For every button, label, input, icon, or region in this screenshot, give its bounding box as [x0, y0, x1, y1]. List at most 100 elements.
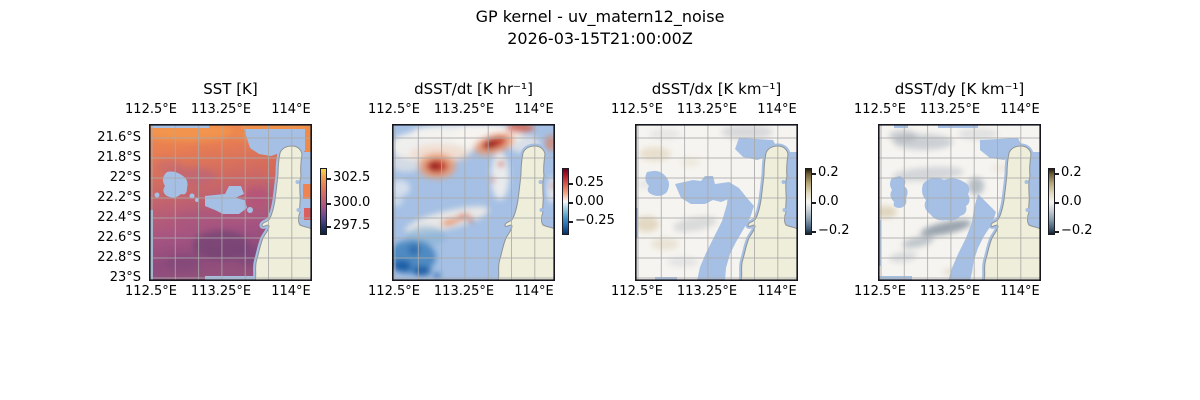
gridlines	[392, 124, 555, 281]
y-tick-label: 22.2°S	[97, 190, 141, 205]
x-tick-label: 114°E	[757, 284, 797, 299]
coast-inlet	[1024, 180, 1029, 184]
x-axis-bottom-labels: 112.5°E 113.25°E 114°E	[611, 284, 798, 300]
coastline	[740, 145, 798, 281]
colorbar-tick	[1055, 202, 1059, 204]
panel-dsst-dx: dSST/dx [K km⁻¹] 112.5°E 113.25°E 114°E	[611, 80, 798, 320]
x-tick-label: 112.5°E	[125, 102, 177, 117]
colorbar-tick-label: 0.0	[818, 194, 839, 209]
y-tick-label: 21.6°S	[97, 130, 141, 145]
colorbar-tick	[569, 221, 573, 223]
x-tick-label: 112.5°E	[368, 284, 420, 299]
coast-inlet	[296, 208, 301, 212]
colorbar-tick	[812, 173, 816, 175]
x-tick-label: 114°E	[514, 102, 554, 117]
colorbar-sst: 302.5 300.0 297.5	[320, 168, 380, 235]
y-tick-label: 23°S	[109, 270, 141, 285]
coast-inlet	[295, 180, 300, 184]
sst-texture	[149, 124, 287, 272]
coast-inlet	[782, 208, 787, 212]
axes-border	[878, 124, 1041, 281]
coastline	[254, 145, 312, 281]
dsst-dx-map	[635, 124, 798, 281]
x-tick-label: 112.5°E	[854, 284, 906, 299]
land	[255, 146, 312, 281]
y-tick-label: 22.4°S	[97, 210, 141, 225]
x-axis-top-labels: 112.5°E 113.25°E 114°E	[368, 102, 555, 118]
x-tick-label: 114°E	[757, 102, 797, 117]
colorbar-dsst-dt: 0.25 0.00 −0.25	[562, 168, 622, 235]
gulf-data-pixel	[303, 184, 312, 199]
y-tick-label: 22.8°S	[97, 250, 141, 265]
gulf-data-pixel	[304, 208, 312, 220]
sst-map	[149, 124, 312, 281]
gridlines	[878, 124, 1041, 281]
x-axis-bottom-labels: 112.5°E 113.25°E 114°E	[125, 284, 312, 300]
x-tick-label: 112.5°E	[368, 102, 420, 117]
colorbar-tick-label: −0.2	[818, 223, 850, 238]
x-tick-label: 112.5°E	[125, 284, 177, 299]
colorbar-tick-label: −0.2	[1061, 223, 1093, 238]
colorbar-tick	[569, 183, 573, 185]
colorbar-gradient	[562, 168, 569, 235]
land	[741, 146, 798, 281]
x-tick-label: 114°E	[271, 284, 311, 299]
y-tick-label: 21.8°S	[97, 150, 141, 165]
colorbar-tick	[812, 231, 816, 233]
x-tick-label: 112.5°E	[611, 284, 663, 299]
x-axis-top-labels: 112.5°E 113.25°E 114°E	[125, 102, 312, 118]
y-axis-tick-labels: 21.6°S 21.8°S 22°S 22.2°S 22.4°S 22.6°S …	[40, 124, 145, 285]
coast-inlet	[781, 180, 786, 184]
x-axis-bottom-labels: 112.5°E 113.25°E 114°E	[854, 284, 1041, 300]
coast-inlet	[539, 208, 544, 212]
x-tick-label: 113.25°E	[190, 284, 252, 299]
figure-title-line2: 2026-03-15T21:00:00Z	[507, 29, 693, 48]
colorbar-gradient	[1048, 168, 1055, 235]
dsst-dt-map	[392, 124, 555, 281]
axes-border	[635, 124, 798, 281]
x-tick-label: 113.25°E	[433, 284, 495, 299]
coast-inlet	[1025, 208, 1030, 212]
colorbar-tick-label: 0.25	[575, 175, 604, 190]
x-tick-label: 114°E	[514, 284, 554, 299]
panel-sst: SST [K] 112.5°E 113.25°E 114°E	[125, 80, 312, 320]
colorbar-tick-label: 0.00	[575, 194, 604, 209]
panel-title-sst: SST [K]	[203, 80, 258, 98]
colorbar-tick-label: 297.5	[333, 218, 371, 233]
colorbar-dsst-dy: 0.2 0.0 −0.2	[1048, 165, 1108, 238]
gridlines	[149, 124, 312, 281]
x-tick-label: 113.25°E	[676, 284, 738, 299]
coast-inlet	[538, 180, 543, 184]
x-axis-bottom-labels: 112.5°E 113.25°E 114°E	[368, 284, 555, 300]
colorbar-tick	[812, 202, 816, 204]
colorbar-tick	[569, 202, 573, 204]
x-tick-label: 113.25°E	[433, 102, 495, 117]
coastline	[497, 145, 555, 281]
coastline	[983, 145, 1041, 281]
figure-title: GP kernel - uv_matern12_noise 2026-03-15…	[0, 6, 1200, 50]
sst-data-strip-top	[241, 124, 312, 129]
x-tick-label: 113.25°E	[676, 102, 738, 117]
dsst-dy-map	[878, 124, 1041, 281]
x-tick-label: 113.25°E	[190, 102, 252, 117]
colorbar-gradient	[320, 168, 327, 235]
panel-title-dsst-dt: dSST/dt [K hr⁻¹]	[414, 80, 533, 98]
land	[498, 146, 555, 281]
colorbar-tick-label: 0.2	[1061, 165, 1082, 180]
land	[984, 146, 1041, 281]
x-tick-label: 114°E	[1000, 284, 1040, 299]
colorbar-tick-label: 302.5	[333, 170, 371, 185]
colorbar-tick-label: −0.25	[575, 213, 615, 228]
x-axis-top-labels: 112.5°E 113.25°E 114°E	[611, 102, 798, 118]
x-tick-label: 114°E	[1000, 102, 1040, 117]
x-axis-top-labels: 112.5°E 113.25°E 114°E	[854, 102, 1041, 118]
colorbar-tick	[327, 203, 331, 205]
panel-dsst-dt: dSST/dt [K hr⁻¹] 112.5°E 113.25°E 114°E	[368, 80, 555, 320]
gridlines	[635, 124, 798, 281]
colorbar-tick-label: 300.0	[333, 195, 371, 210]
colorbar-tick	[1055, 173, 1059, 175]
colorbar-dsst-dx: 0.2 0.0 −0.2	[805, 165, 865, 238]
colorbar-gradient	[805, 168, 812, 235]
panel-dsst-dy: dSST/dy [K km⁻¹] 112.5°E 113.25°E 114°E	[854, 80, 1041, 320]
